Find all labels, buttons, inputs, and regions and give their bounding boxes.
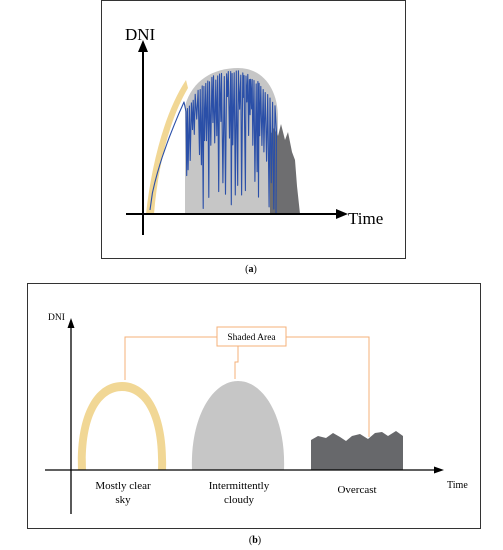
panel-b-caption-letter: b (252, 535, 258, 546)
intermittent-dome (191, 381, 285, 470)
panel-a-x-arrowhead (336, 209, 348, 219)
callout-line-intermittent (234, 346, 239, 379)
panel-b-y-arrowhead (67, 318, 75, 328)
panel-a-y-arrowhead (138, 40, 148, 52)
panel-a-caption: (a) (245, 264, 257, 275)
panel-b: Shaded Area DNI Time Mostly clear sky In… (27, 283, 481, 529)
panel-b-caption: (b) (249, 535, 261, 546)
dni-trace-line (149, 70, 278, 215)
shaded-area-callout-lines (124, 336, 370, 437)
callout-line-overcast (286, 336, 370, 437)
label-overcast: Overcast (337, 484, 376, 496)
overcast-block (311, 431, 403, 470)
panel-a-y-label: DNI (125, 25, 156, 44)
label-intermittent-line2: cloudy (224, 494, 254, 506)
panel-b-y-label: DNI (48, 313, 65, 323)
label-mostly-clear-line2: sky (115, 494, 131, 506)
overcast-area (270, 124, 300, 214)
panel-b-x-arrowhead (434, 466, 444, 474)
callout-line-clear-sky (124, 336, 217, 380)
panel-a-caption-letter: a (249, 264, 254, 275)
shaded-area-label: Shaded Area (227, 333, 276, 343)
panel-a-x-label: Time (348, 209, 383, 228)
panel-a: DNI Time (101, 0, 406, 259)
label-intermittent-line1: Intermittently (209, 480, 270, 492)
clear-sky-arc (146, 80, 188, 214)
dni-trace (149, 70, 278, 215)
shaded-area-box (216, 326, 287, 347)
label-mostly-clear-line1: Mostly clear (95, 480, 151, 492)
panel-b-x-label: Time (447, 480, 468, 491)
